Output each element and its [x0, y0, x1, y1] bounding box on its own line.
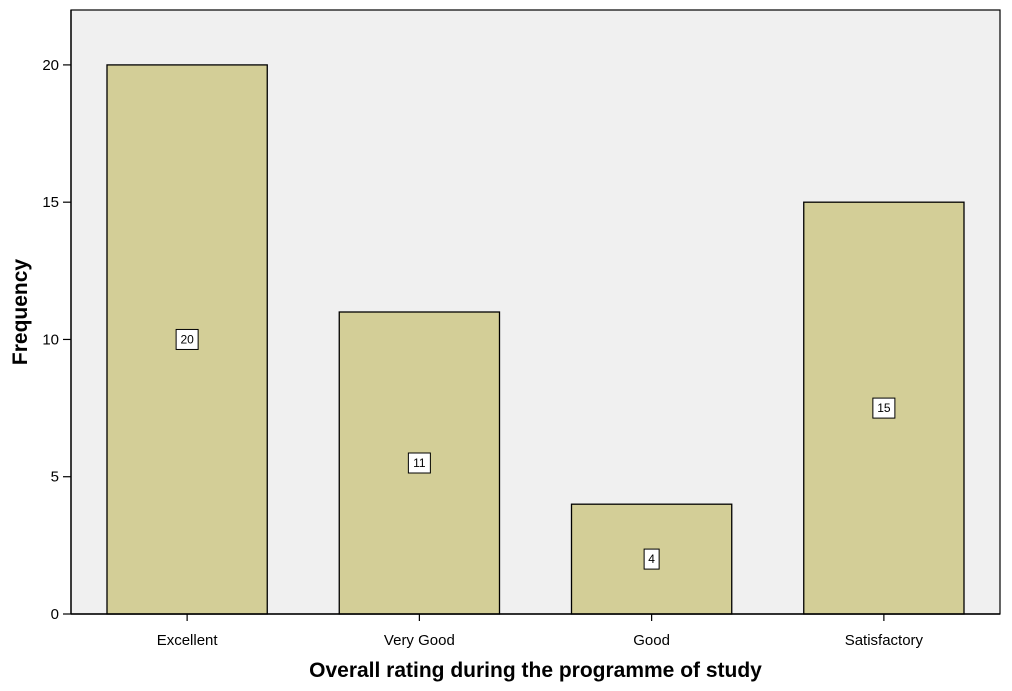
data-label: 4	[648, 552, 655, 566]
data-label-box	[175, 328, 199, 350]
data-label-box	[872, 397, 896, 419]
x-tick-label: Good	[633, 632, 670, 649]
x-tick-label: Satisfactory	[845, 632, 924, 649]
y-tick-label: 0	[51, 606, 59, 623]
data-label: 15	[877, 401, 891, 415]
y-tick-label: 20	[42, 57, 59, 74]
y-axis-title: Frequency	[9, 259, 32, 366]
x-tick-label: Excellent	[157, 632, 219, 649]
data-label-box	[643, 548, 660, 570]
data-label-box	[407, 452, 431, 474]
y-tick-group: 0 5 10 15 20	[42, 57, 71, 623]
data-label: 20	[180, 332, 194, 346]
y-tick-label: 10	[42, 331, 59, 348]
axes	[70, 10, 1000, 615]
data-label-group: 20 11 4 15	[175, 328, 896, 570]
data-label: 11	[413, 456, 426, 470]
x-tick-label: Very Good	[384, 632, 455, 649]
x-axis-title: Overall rating during the programme of s…	[309, 659, 762, 682]
y-tick-label: 5	[51, 469, 59, 486]
y-tick-label: 15	[42, 194, 59, 211]
x-tick-group: Excellent Very Good Good Satisfactory	[157, 614, 924, 649]
